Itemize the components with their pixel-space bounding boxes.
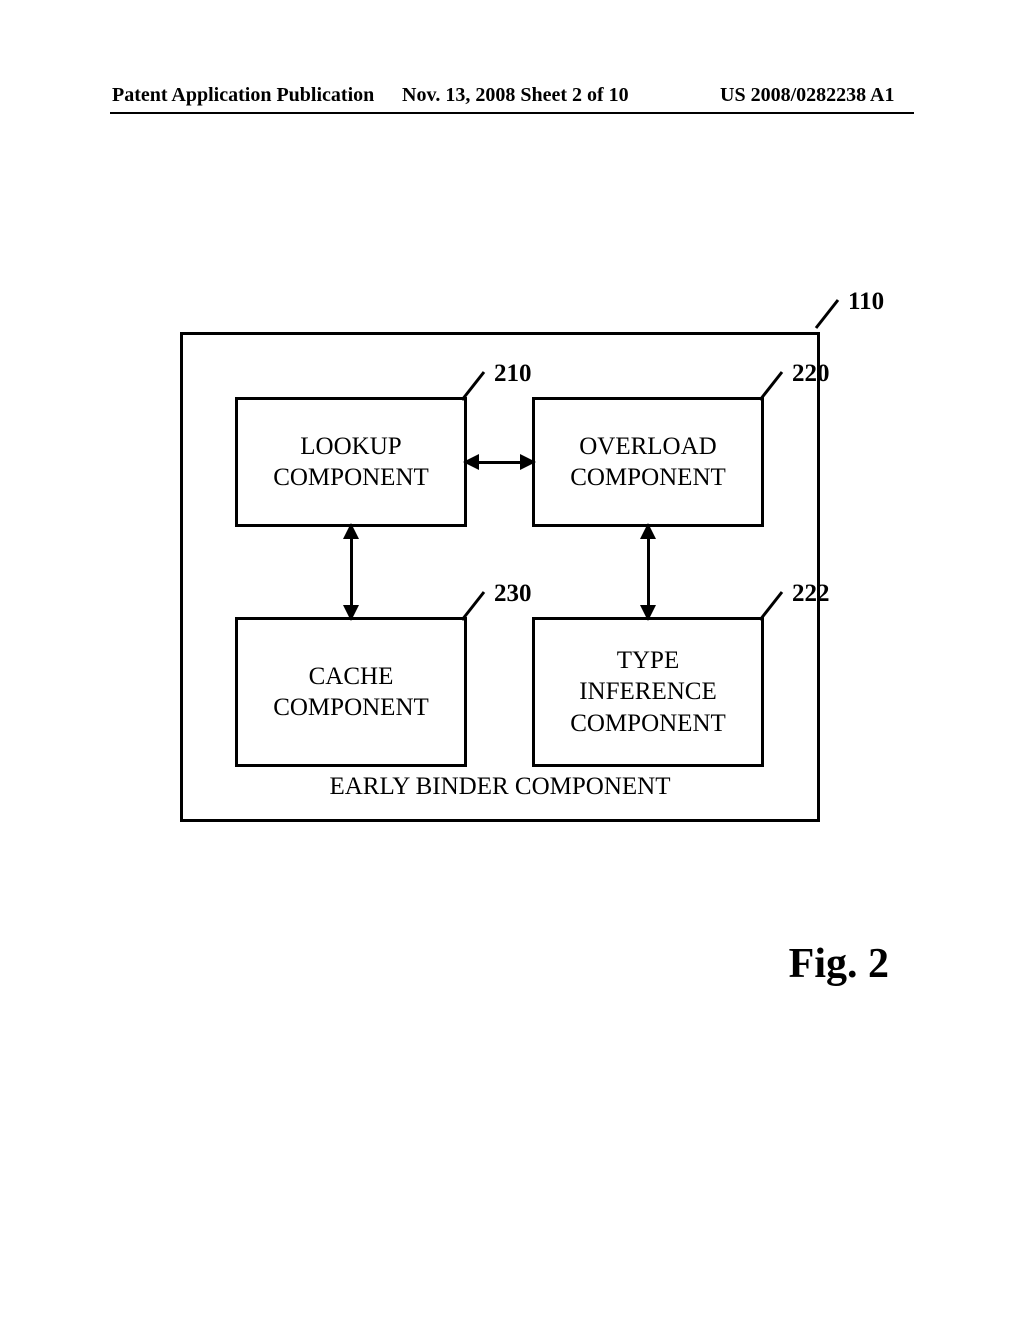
header-left: Patent Application Publication [112,84,374,107]
node-lookup: LOOKUPCOMPONENT [235,397,467,527]
header-rule [110,112,914,114]
ref-230-num: 230 [494,580,532,608]
node-type-inference-label: TYPEINFERENCECOMPONENT [570,645,726,739]
header-right: US 2008/0282238 A1 [720,84,894,107]
header-mid: Nov. 13, 2008 Sheet 2 of 10 [402,84,629,107]
node-cache-label: CACHECOMPONENT [273,661,429,724]
arrow-lookup-overload [467,454,532,470]
node-type-inference: TYPEINFERENCECOMPONENT [532,617,764,767]
ref-tick-icon [458,586,494,622]
ref-222-num: 222 [792,580,830,608]
ref-tick-icon [756,586,792,622]
node-overload-label: OVERLOADCOMPONENT [570,431,726,494]
figure-label: Fig. 2 [789,940,889,988]
node-cache: CACHECOMPONENT [235,617,467,767]
arrow-lookup-cache [343,527,359,617]
ref-tick-icon [812,294,848,330]
node-lookup-label: LOOKUPCOMPONENT [273,431,429,494]
ref-220-num: 220 [792,360,830,388]
outer-box-label: EARLY BINDER COMPONENT [183,773,817,801]
ref-outer-num: 110 [848,288,884,316]
arrow-overload-typeinf [640,527,656,617]
ref-tick-icon [458,366,494,402]
diagram: EARLY BINDER COMPONENT LOOKUPCOMPONENT O… [180,332,820,822]
ref-210-num: 210 [494,360,532,388]
node-overload: OVERLOADCOMPONENT [532,397,764,527]
ref-tick-icon [756,366,792,402]
